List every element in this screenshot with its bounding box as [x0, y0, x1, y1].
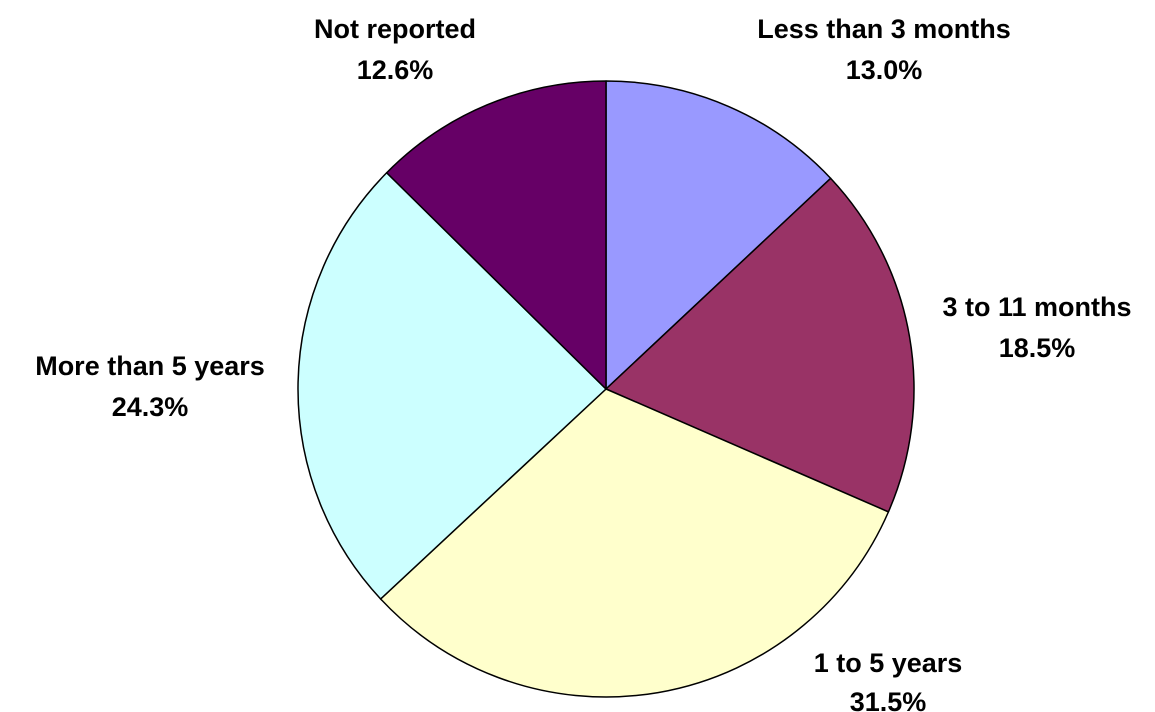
slice-value-label-1-to-5-years: 31.5%: [850, 687, 927, 712]
pie-slice-not-reported: [385, 80, 607, 390]
slice-value-label-less-than-3-months: 13.0%: [846, 55, 923, 85]
pie-labels: Less than 3 months 13.0% 3 to 11 months 18.…: [35, 14, 1131, 712]
slice-label-1-to-5-years: 1 to 5 years: [814, 648, 963, 678]
slice-label-less-than-3-months: Less than 3 months: [757, 14, 1011, 44]
slice-value-label-not-reported: 12.6%: [357, 55, 434, 85]
pie-slice-less-than-3-months: [605, 80, 832, 390]
pie-slices: [297, 80, 915, 698]
slice-value-label-3-to-11-months: 18.5%: [999, 333, 1076, 363]
pie-slice-3-to-11-months: [605, 177, 915, 513]
slice-label-3-to-11-months: 3 to 11 months: [942, 292, 1131, 322]
slice-label-not-reported: Not reported: [314, 14, 476, 44]
pie-slice-1-to-5-years: [379, 388, 890, 698]
pie-slice-more-than-5-years: [297, 172, 607, 600]
slice-value-label-more-than-5-years: 24.3%: [112, 392, 189, 422]
slice-label-more-than-5-years: More than 5 years: [35, 351, 265, 381]
